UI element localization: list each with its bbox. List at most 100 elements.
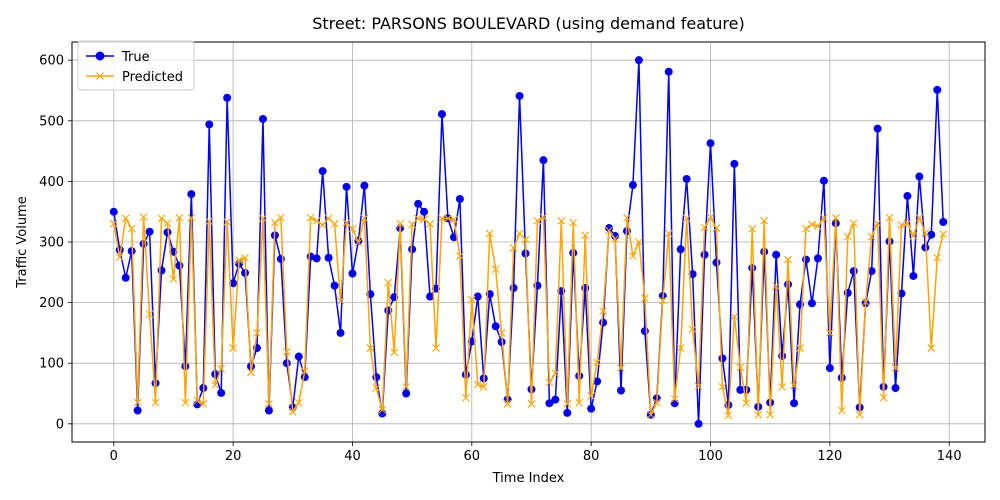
data-point-true — [241, 268, 250, 277]
data-point-predicted — [563, 399, 572, 408]
data-point-true — [909, 271, 918, 280]
data-point-predicted — [646, 410, 655, 419]
data-point-predicted — [694, 382, 703, 391]
data-point-predicted — [390, 348, 399, 357]
data-point-predicted — [455, 252, 464, 260]
data-point-predicted — [629, 252, 637, 260]
data-point-true — [903, 191, 912, 200]
data-point-predicted — [509, 244, 518, 252]
data-point-predicted — [593, 358, 602, 367]
data-point-predicted — [784, 255, 792, 264]
data-point-predicted — [336, 296, 345, 305]
data-point-predicted — [730, 312, 739, 321]
data-point-true — [885, 237, 894, 246]
data-point-true — [282, 359, 291, 368]
data-point-predicted — [873, 219, 882, 228]
data-point-true — [700, 250, 709, 259]
data-point-predicted — [163, 219, 172, 228]
data-point-true — [258, 114, 267, 123]
legend-label-true: True — [121, 50, 150, 65]
data-point-predicted — [408, 220, 417, 229]
data-point-true — [605, 224, 614, 233]
data-point-true — [599, 318, 608, 327]
data-point-predicted — [861, 298, 870, 306]
legend: True Predicted — [77, 40, 195, 91]
data-point-true — [694, 419, 703, 428]
series-layer — [109, 56, 948, 428]
data-point-predicted — [199, 399, 208, 408]
series-line-predicted — [113, 216, 944, 417]
data-point-predicted — [247, 368, 255, 377]
data-point-true — [736, 385, 745, 394]
data-point-true — [181, 362, 190, 371]
data-point-true — [587, 404, 596, 413]
data-point-predicted — [843, 232, 852, 241]
data-point-true — [825, 364, 834, 373]
data-point-predicted — [127, 224, 136, 233]
legend-marker-true — [95, 51, 105, 61]
data-point-predicted — [539, 213, 548, 222]
data-point-true — [336, 328, 345, 337]
data-point-true — [157, 266, 166, 275]
data-point-predicted — [450, 215, 458, 224]
data-point-predicted — [372, 384, 381, 392]
y-tick-label: 0 — [56, 417, 64, 432]
data-point-predicted — [682, 214, 691, 223]
data-point-true — [682, 174, 691, 183]
data-point-predicted — [253, 329, 261, 337]
data-point-predicted — [288, 407, 297, 416]
y-tick-label: 500 — [39, 114, 64, 129]
data-point-predicted — [396, 219, 405, 228]
legend-entry-true: True — [86, 50, 150, 65]
data-point-true — [807, 299, 816, 308]
data-point-true — [712, 258, 721, 267]
data-point-predicted — [533, 216, 542, 225]
data-point-true — [545, 399, 554, 408]
data-point-predicted — [109, 219, 118, 228]
data-point-true — [891, 384, 900, 393]
data-point-true — [819, 176, 828, 185]
data-point-predicted — [849, 219, 858, 228]
data-point-predicted — [867, 232, 876, 241]
data-point-predicted — [527, 399, 536, 408]
data-point-predicted — [515, 229, 524, 238]
data-point-predicted — [461, 393, 470, 402]
data-point-predicted — [796, 344, 804, 352]
y-tick-label: 400 — [39, 175, 64, 190]
x-tick-label: 100 — [698, 449, 723, 464]
x-tick-label: 80 — [583, 449, 600, 464]
data-point-predicted — [241, 253, 249, 262]
data-point-predicted — [300, 367, 309, 375]
data-point-predicted — [306, 213, 315, 222]
data-point-predicted — [259, 214, 267, 223]
data-point-predicted — [175, 213, 184, 222]
legend-entry-predicted: Predicted — [86, 70, 183, 85]
data-point-true — [873, 124, 882, 133]
legend-marker-predicted — [96, 72, 104, 80]
data-point-true — [730, 159, 739, 168]
data-point-predicted — [754, 410, 763, 419]
data-point-true — [121, 273, 130, 282]
data-point-predicted — [825, 329, 834, 337]
data-point-true — [426, 292, 435, 301]
data-point-predicted — [688, 325, 697, 334]
data-point-true — [276, 254, 285, 263]
data-point-true — [294, 352, 303, 361]
data-point-true — [408, 245, 417, 254]
data-point-predicted — [521, 235, 530, 244]
data-point-true — [217, 388, 226, 397]
data-point-predicted — [587, 392, 596, 400]
data-point-true — [378, 409, 387, 418]
data-point-true — [688, 270, 697, 279]
data-point-true — [933, 85, 942, 94]
x-tick-label: 40 — [344, 449, 361, 464]
data-point-true — [145, 227, 154, 236]
data-point-predicted — [217, 364, 226, 373]
data-point-true — [312, 254, 321, 263]
data-point-predicted — [378, 405, 387, 414]
data-point-predicted — [485, 229, 494, 238]
data-point-true — [497, 338, 506, 346]
data-point-true — [790, 399, 799, 408]
data-point-predicted — [569, 218, 578, 227]
data-point-predicted — [473, 380, 482, 389]
